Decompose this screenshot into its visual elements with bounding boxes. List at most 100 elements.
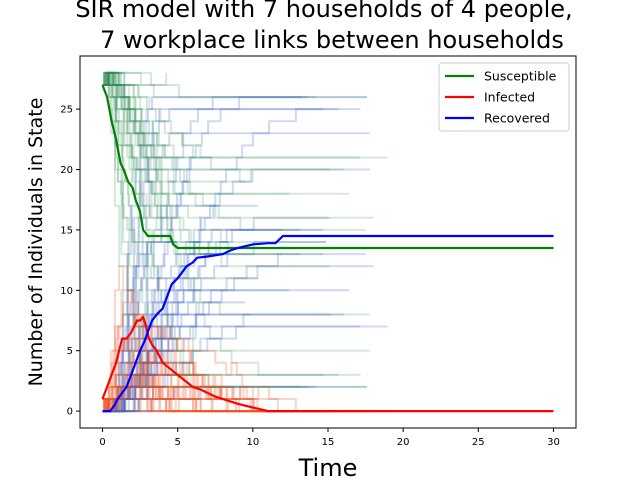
recovered-realization [102, 385, 367, 413]
infected-realization [102, 337, 258, 413]
susceptible-realization [102, 71, 229, 256]
recovered-realization [102, 132, 370, 413]
susceptible-realization [102, 71, 324, 256]
susceptible-realization [102, 71, 168, 86]
main-series [101, 84, 554, 413]
recovered-realization [102, 216, 330, 413]
x-tick-label: 25 [472, 437, 485, 448]
recovered-realization [102, 253, 366, 413]
recovered-realization [102, 301, 246, 413]
x-tick-label: 10 [246, 437, 259, 448]
recovered-realization [102, 108, 324, 413]
susceptible-realization [102, 71, 367, 99]
infected-realization [102, 325, 177, 413]
infected-realization [102, 373, 212, 413]
recovered-realization [102, 325, 388, 413]
susceptible-realization [102, 71, 374, 219]
recovered-realization [102, 289, 350, 413]
infected-realization [102, 398, 367, 413]
susceptible-realization [102, 71, 326, 243]
recovered-realization [102, 313, 331, 413]
infected-series-line [101, 315, 554, 413]
plot-area: 0 5 10 15 20 25 30 0 5 10 15 20 25 [60, 55, 577, 448]
susceptible-realization [102, 71, 330, 268]
recovered-realization [102, 241, 149, 413]
susceptible-realization [102, 71, 345, 171]
susceptible-realization [102, 71, 283, 256]
y-tick-label: 20 [60, 165, 73, 176]
recovered-legend-label: Recovered [484, 111, 550, 126]
susceptible-series-line [101, 84, 554, 250]
susceptible-realization [102, 71, 289, 195]
x-tick-label: 15 [322, 437, 335, 448]
y-tick-label: 15 [60, 225, 73, 236]
recovered-realization [102, 156, 193, 413]
susceptible-realization [102, 71, 388, 159]
susceptible-realization [102, 84, 370, 352]
recovered-realization [102, 228, 301, 413]
susceptible-realization [102, 71, 177, 243]
chart-title-line-1: SIR model with 7 households of 4 people, [75, 0, 572, 23]
susceptible-realization [102, 84, 301, 388]
recovered-realization [102, 96, 301, 413]
susceptible-realization [102, 71, 246, 183]
y-tick-label: 5 [67, 346, 73, 357]
susceptible-realization [102, 71, 316, 99]
infected-realization [102, 361, 168, 413]
recovered-realization [102, 325, 212, 413]
recovered-realization [102, 108, 361, 413]
y-axis-label: Number of Individuals in State [25, 98, 47, 387]
susceptible-realization [102, 71, 301, 256]
recovered-realization [102, 277, 167, 413]
susceptible-realization [102, 71, 212, 159]
susceptible-realization [102, 71, 366, 231]
susceptible-realization [102, 84, 368, 388]
susceptible-realization [102, 71, 361, 376]
x-tick-label: 20 [397, 437, 410, 448]
recovered-realization [102, 108, 339, 413]
chart-title-line-2: 7 workplace links between households [100, 26, 564, 54]
recovered-realization [102, 96, 308, 413]
recovered-realization [102, 265, 374, 413]
susceptible-realization [102, 71, 168, 219]
susceptible-realization [102, 71, 258, 280]
infected-realization [102, 361, 229, 413]
susceptible-legend-label: Susceptible [484, 69, 557, 84]
y-tick-label: 0 [67, 407, 73, 418]
susceptible-realization [102, 84, 350, 195]
susceptible-realization [102, 71, 194, 376]
infected-realization [102, 349, 162, 413]
x-axis-label: Time [298, 454, 358, 480]
recovered-realization [102, 204, 258, 413]
susceptible-realization [102, 71, 162, 219]
x-tick-label: 5 [175, 437, 181, 448]
recovered-realization [102, 385, 316, 413]
susceptible-realization [102, 84, 339, 376]
susceptible-realization [102, 84, 324, 376]
recovered-realization [102, 168, 370, 413]
infected-realization [102, 398, 168, 413]
susceptible-realization [102, 84, 331, 171]
y-tick-label: 25 [60, 105, 73, 116]
recovered-realization [102, 313, 251, 413]
recovered-realization [102, 313, 345, 413]
infected-realization [102, 373, 289, 413]
susceptible-realization [102, 71, 308, 388]
infected-legend-label: Infected [484, 90, 535, 105]
infected-realization [102, 373, 246, 413]
susceptible-realization [102, 71, 360, 159]
recovered-series-line [102, 234, 554, 413]
recovered-realization [102, 241, 326, 413]
y-tick-label: 10 [60, 286, 73, 297]
susceptible-realization [102, 71, 252, 183]
susceptible-realization [102, 71, 370, 316]
recovered-realization [102, 289, 289, 413]
background-realizations [102, 71, 388, 413]
x-tick-label: 30 [547, 437, 560, 448]
x-tick-label: 0 [99, 437, 105, 448]
legend-box [438, 62, 570, 132]
recovered-realization [102, 325, 360, 413]
legend: Susceptible Infected Recovered [438, 62, 570, 132]
recovered-realization [102, 228, 324, 413]
